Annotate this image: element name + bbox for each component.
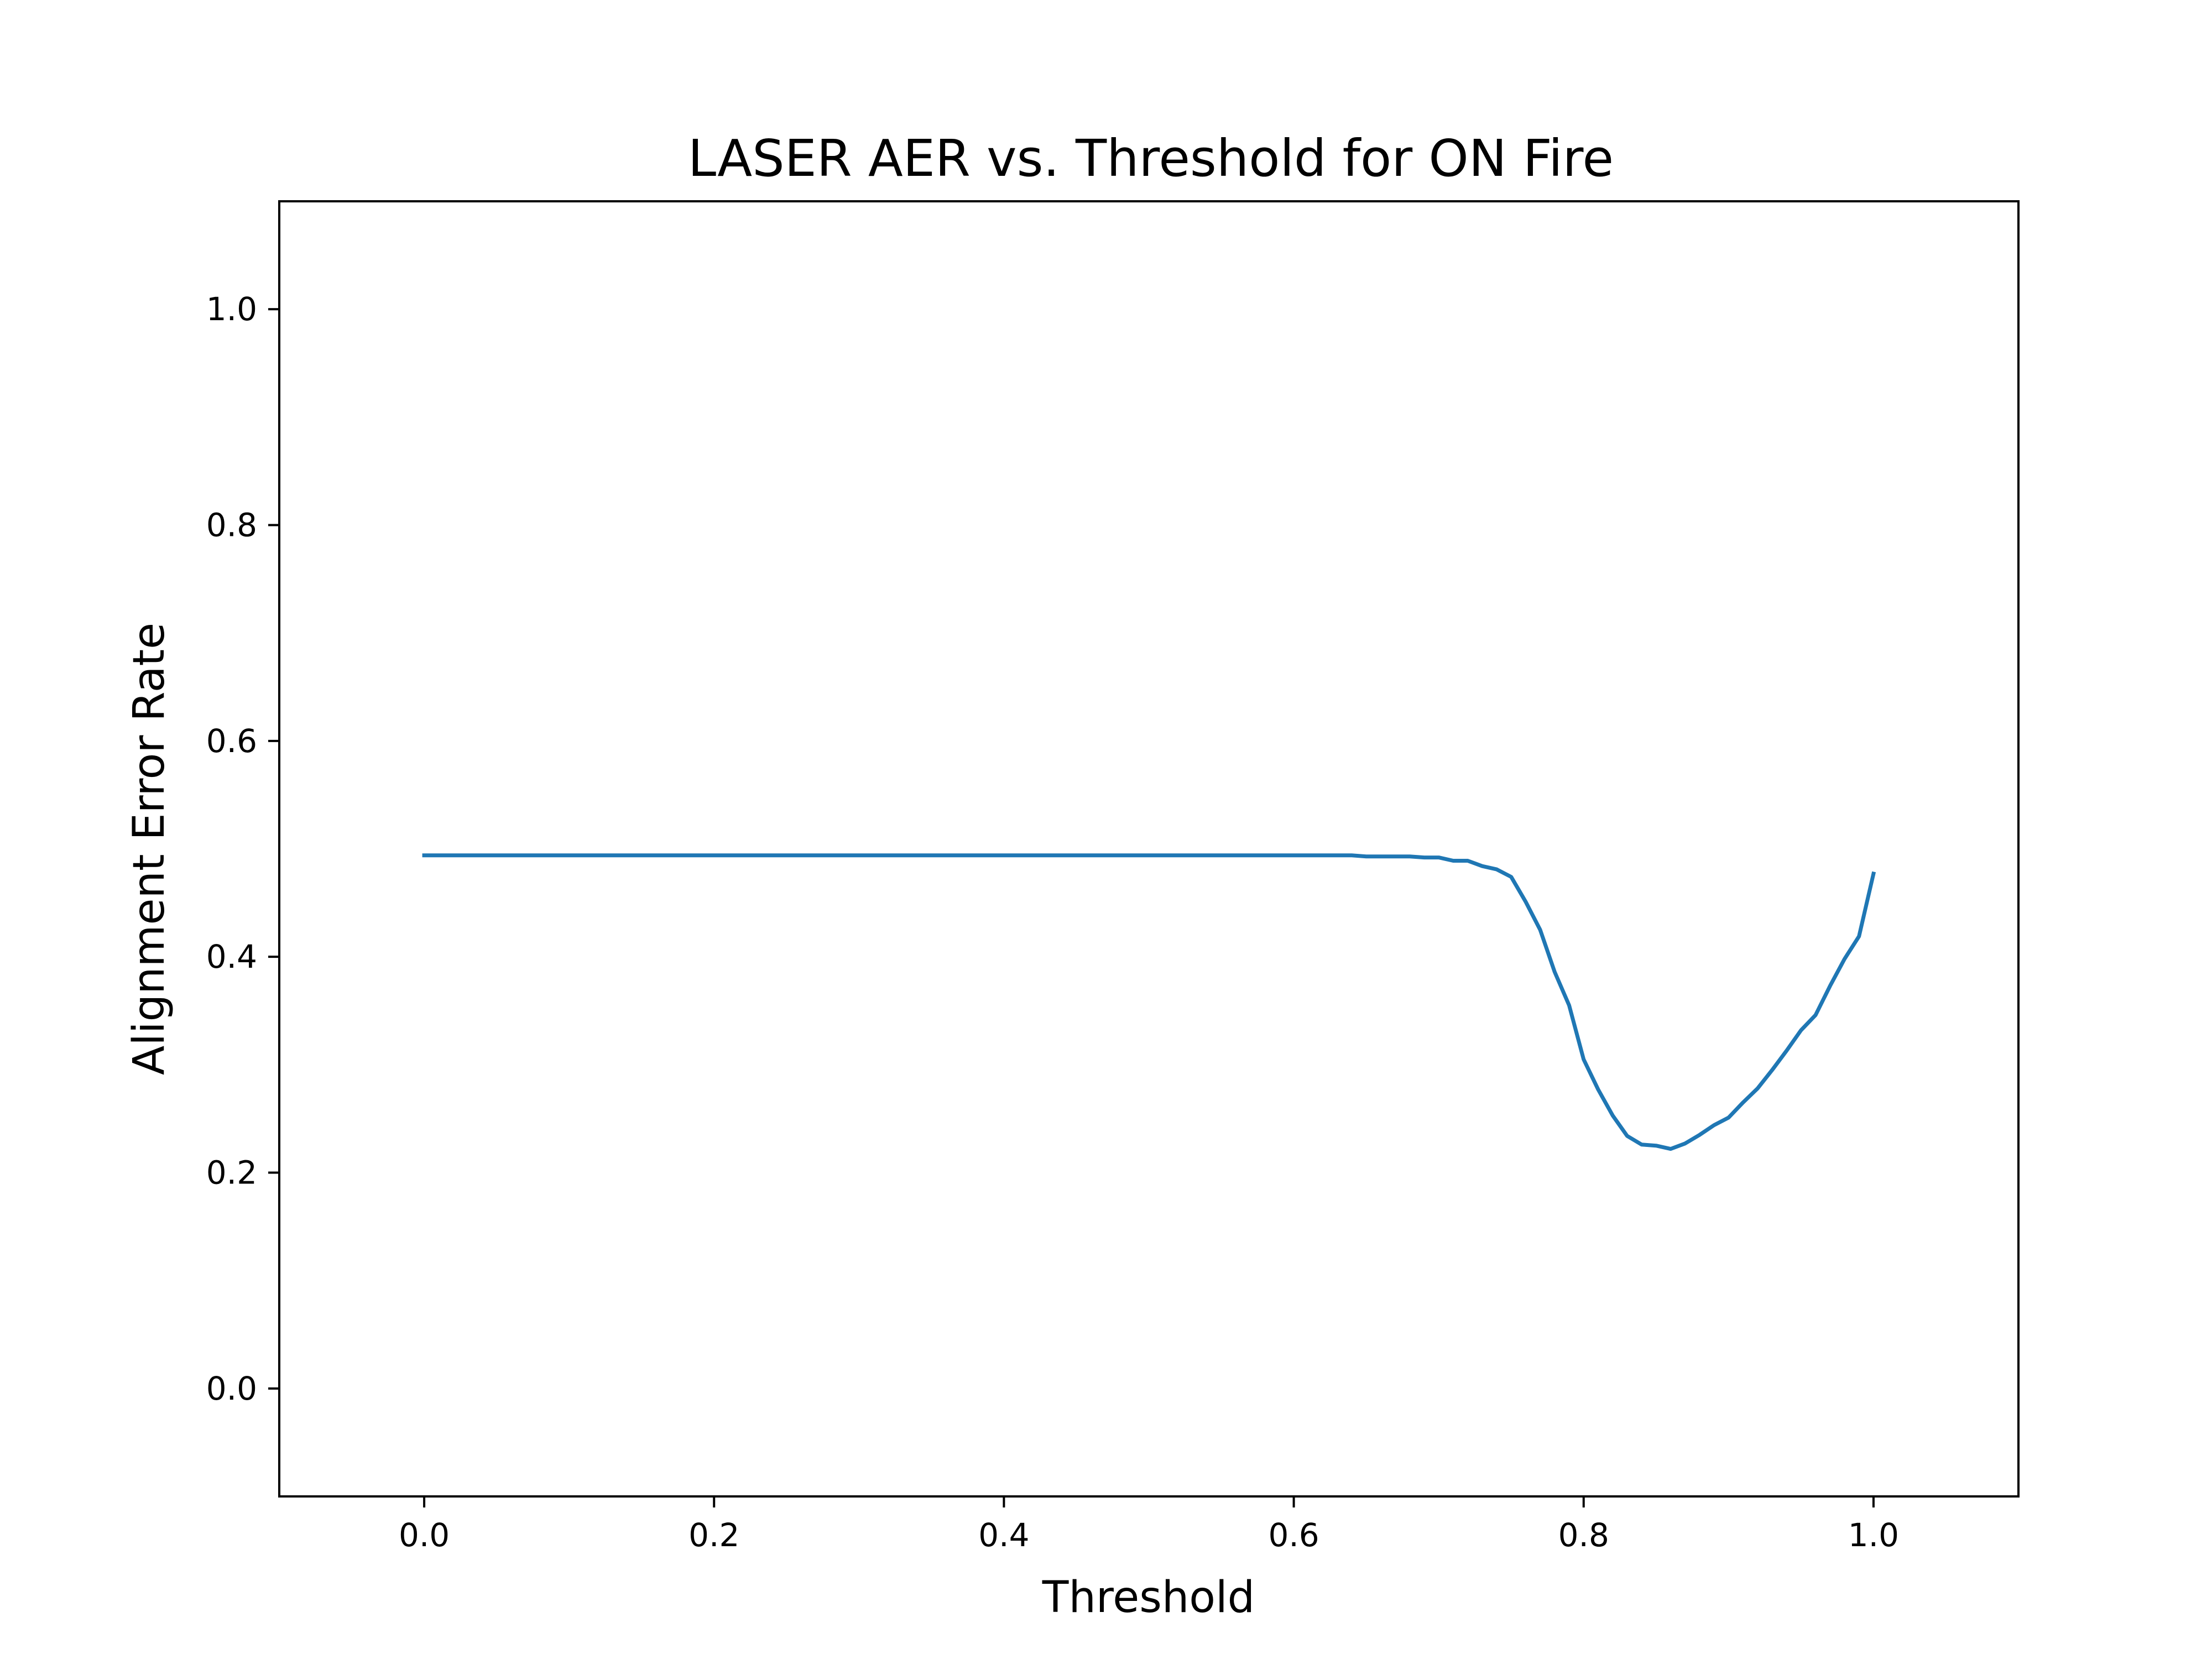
x-tick-label: 0.6 [1268, 1516, 1319, 1554]
x-axis: 0.0 0.2 0.4 0.6 0.8 1.0 [399, 1496, 1899, 1554]
y-tick-label: 0.2 [206, 1154, 257, 1192]
x-axis-label: Threshold [1042, 1573, 1255, 1623]
y-tick-label: 0.4 [206, 938, 257, 975]
x-tick-label: 0.2 [688, 1516, 739, 1554]
series-line-0 [422, 853, 1876, 1151]
chart-title: LASER AER vs. Threshold for ON Fire [688, 129, 1614, 188]
y-tick-label: 0.8 [206, 507, 257, 544]
y-axis: 0.0 0.2 0.4 0.6 0.8 1.0 [206, 290, 279, 1407]
x-tick-label: 0.4 [978, 1516, 1029, 1554]
x-tick-label: 1.0 [1848, 1516, 1899, 1554]
plot-area [279, 201, 2018, 1496]
y-tick-label: 1.0 [206, 290, 257, 328]
x-tick-label: 0.8 [1558, 1516, 1609, 1554]
plot-marks [422, 853, 1876, 1151]
plot-frame [278, 200, 2020, 1498]
x-tick-label: 0.0 [399, 1516, 450, 1554]
y-tick-label: 0.6 [206, 722, 257, 760]
y-axis-label: Alignment Error Rate [124, 623, 174, 1075]
y-tick-label: 0.0 [206, 1370, 257, 1407]
